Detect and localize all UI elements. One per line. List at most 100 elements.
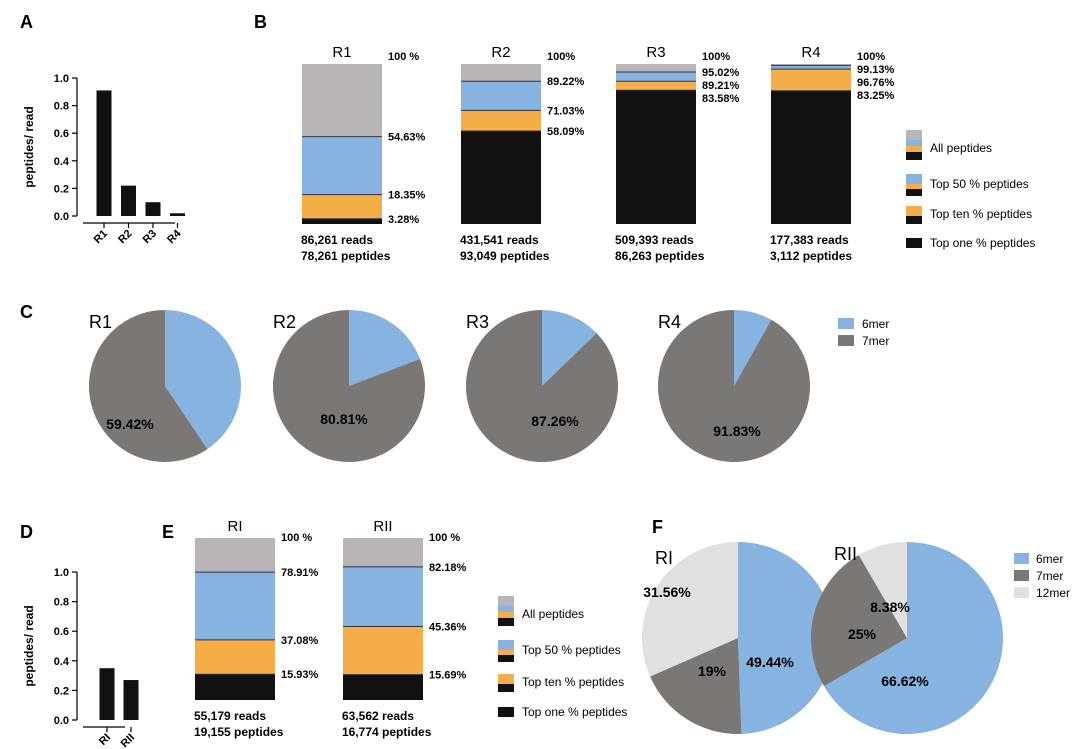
b-R3-peptides: 86,263 peptides (615, 249, 705, 263)
d-y-tick-label: 0.4 (54, 656, 70, 668)
e-RI-value-label: 15.93% (281, 669, 319, 681)
c-R3-slice-6mer (542, 310, 597, 386)
b-R2-value-label: 100% (547, 51, 575, 63)
e-RII-value-label: 45.36% (429, 622, 467, 634)
e-legend-swatch-0 (498, 596, 514, 626)
f-RII-slice-12mer (858, 542, 907, 638)
b-legend-swatch-1 (906, 174, 922, 196)
e-legend-swatch-black (498, 684, 514, 692)
e-RII-value-label: 82.18% (429, 562, 467, 574)
e-legend-swatch-3 (498, 707, 514, 717)
d-y-tick-label: 0.2 (54, 685, 69, 697)
panel-label-c: C (20, 302, 33, 322)
panel-a-bar-chart: 0.0 0.2 0.4 0.6 0.8 1.0 R1 R2 R3 R4 peptides/ read (22, 73, 185, 246)
f-legend-swatch-6mer (1014, 553, 1029, 564)
c-R1-slice-6mer (165, 310, 241, 450)
b-R3-segment-3 (616, 64, 696, 72)
a-x-tick-label: R2 (116, 228, 134, 246)
a-bar-R3 (145, 202, 161, 216)
a-y-tick-label: 0.2 (54, 183, 69, 195)
b-R3-value-label: 100% (702, 51, 730, 63)
b-R2-segment-0 (461, 131, 541, 224)
f-RI-slice-6mer (738, 542, 834, 734)
e-legend-swatch-1 (498, 640, 514, 662)
b-legend-label-3: Top one % peptides (930, 236, 1035, 250)
e-legend-swatch-orange (498, 612, 514, 618)
c-R1-slice-7mer (88, 310, 208, 463)
e-RI-segment-3 (195, 538, 275, 573)
b-R2-reads: 431,541 reads (460, 233, 539, 247)
e-RI-value-label: 78.91% (281, 567, 319, 579)
b-R2-value-label: 89.22% (547, 76, 585, 88)
b-R4-segment-2 (771, 65, 851, 70)
e-RI-segment-2 (195, 572, 275, 640)
b-R4-reads: 177,383 reads (770, 233, 849, 247)
c-legend-label-6mer: 6mer (862, 317, 889, 331)
e-RI-segment-0 (195, 674, 275, 700)
b-legend-label-2: Top ten % peptides (930, 207, 1032, 221)
b-R4-value-label: 99.13% (857, 64, 895, 76)
b-R1-segment-0 (302, 218, 382, 224)
d-x-tick-label: RII (119, 732, 137, 749)
b-R3-segment-0 (616, 90, 696, 224)
b-R3-value-label: 83.58% (702, 93, 740, 105)
b-R1-value-label: 18.35% (388, 190, 426, 202)
b-legend-label-1: Top 50 % peptides (930, 177, 1029, 191)
b-legend-swatch-3 (906, 238, 922, 248)
b-R1-reads: 86,261 reads (301, 233, 373, 247)
a-x-tick-label: R1 (92, 228, 110, 246)
c-R4-data-label: 91.83% (713, 423, 761, 439)
e-legend-label-0: All peptides (522, 607, 584, 621)
e-RI-value-label: 100 % (281, 532, 312, 544)
c-R3-slice-7mer (465, 310, 618, 462)
e-legend-label-3: Top one % peptides (522, 705, 627, 719)
e-legend-swatch-orange (498, 674, 514, 684)
c-R1-data-label: 59.42% (106, 416, 154, 432)
d-bar-RII (123, 680, 139, 720)
d-y-tick-label: 0.0 (54, 715, 69, 727)
b-legend-swatch-blue (906, 140, 922, 146)
b-R4-segment-1 (771, 69, 851, 91)
e-RII-segment-0 (343, 674, 423, 700)
f-RII-slice-7mer (810, 555, 907, 687)
e-legend-swatch-gray (498, 596, 514, 606)
panel-label-f: F (652, 517, 663, 537)
e-RII-value-label: 15.69% (429, 670, 467, 682)
b-R1-value-label: 100 % (388, 51, 419, 63)
b-R4-title: R4 (801, 44, 820, 61)
b-legend-swatch-orange (906, 206, 922, 216)
panel-d-bar-chart: 0.0 0.2 0.4 0.6 0.8 1.0 RI RII peptides/ read (22, 567, 139, 749)
a-bar-R1 (96, 90, 112, 216)
c-R1-title: R1 (89, 312, 112, 332)
d-bar-RI (99, 668, 115, 720)
e-legend-swatch-blue (498, 640, 514, 650)
c-R2-data-label: 80.81% (320, 411, 368, 427)
f-RI-data-label-7mer: 19% (698, 663, 727, 679)
d-y-tick-label: 0.8 (54, 597, 69, 609)
d-y-tick-label: 0.6 (54, 626, 69, 638)
f-RII-data-label-6mer: 66.62% (881, 673, 929, 689)
f-RI-title: RI (655, 548, 673, 568)
panel-label-d: D (20, 522, 33, 542)
b-R3-segment-2 (616, 71, 696, 82)
b-legend-swatch-black (906, 152, 922, 160)
f-RII-slice-6mer (824, 542, 1003, 734)
b-R1-value-label: 54.63% (388, 132, 426, 144)
a-x-tick-label: R4 (165, 227, 184, 246)
e-RI-title: RI (228, 518, 243, 535)
a-y-tick-label: 1.0 (54, 73, 69, 85)
b-legend-swatch-0 (906, 130, 922, 160)
panel-label-a: A (20, 12, 33, 32)
b-R2-peptides: 93,049 peptides (460, 249, 550, 263)
c-R4-slice-6mer (734, 310, 772, 386)
b-R1-title: R1 (332, 44, 351, 61)
b-legend-swatch-blue (906, 174, 922, 184)
e-legend-label-1: Top 50 % peptides (522, 643, 621, 657)
a-y-axis-label: peptides/ read (22, 106, 36, 187)
b-legend-swatch-gray (906, 130, 922, 140)
b-legend-swatch-black (906, 189, 922, 196)
b-R2-title: R2 (491, 44, 510, 61)
d-y-tick-label: 1.0 (54, 567, 69, 579)
c-legend-label-7mer: 7mer (862, 334, 889, 348)
